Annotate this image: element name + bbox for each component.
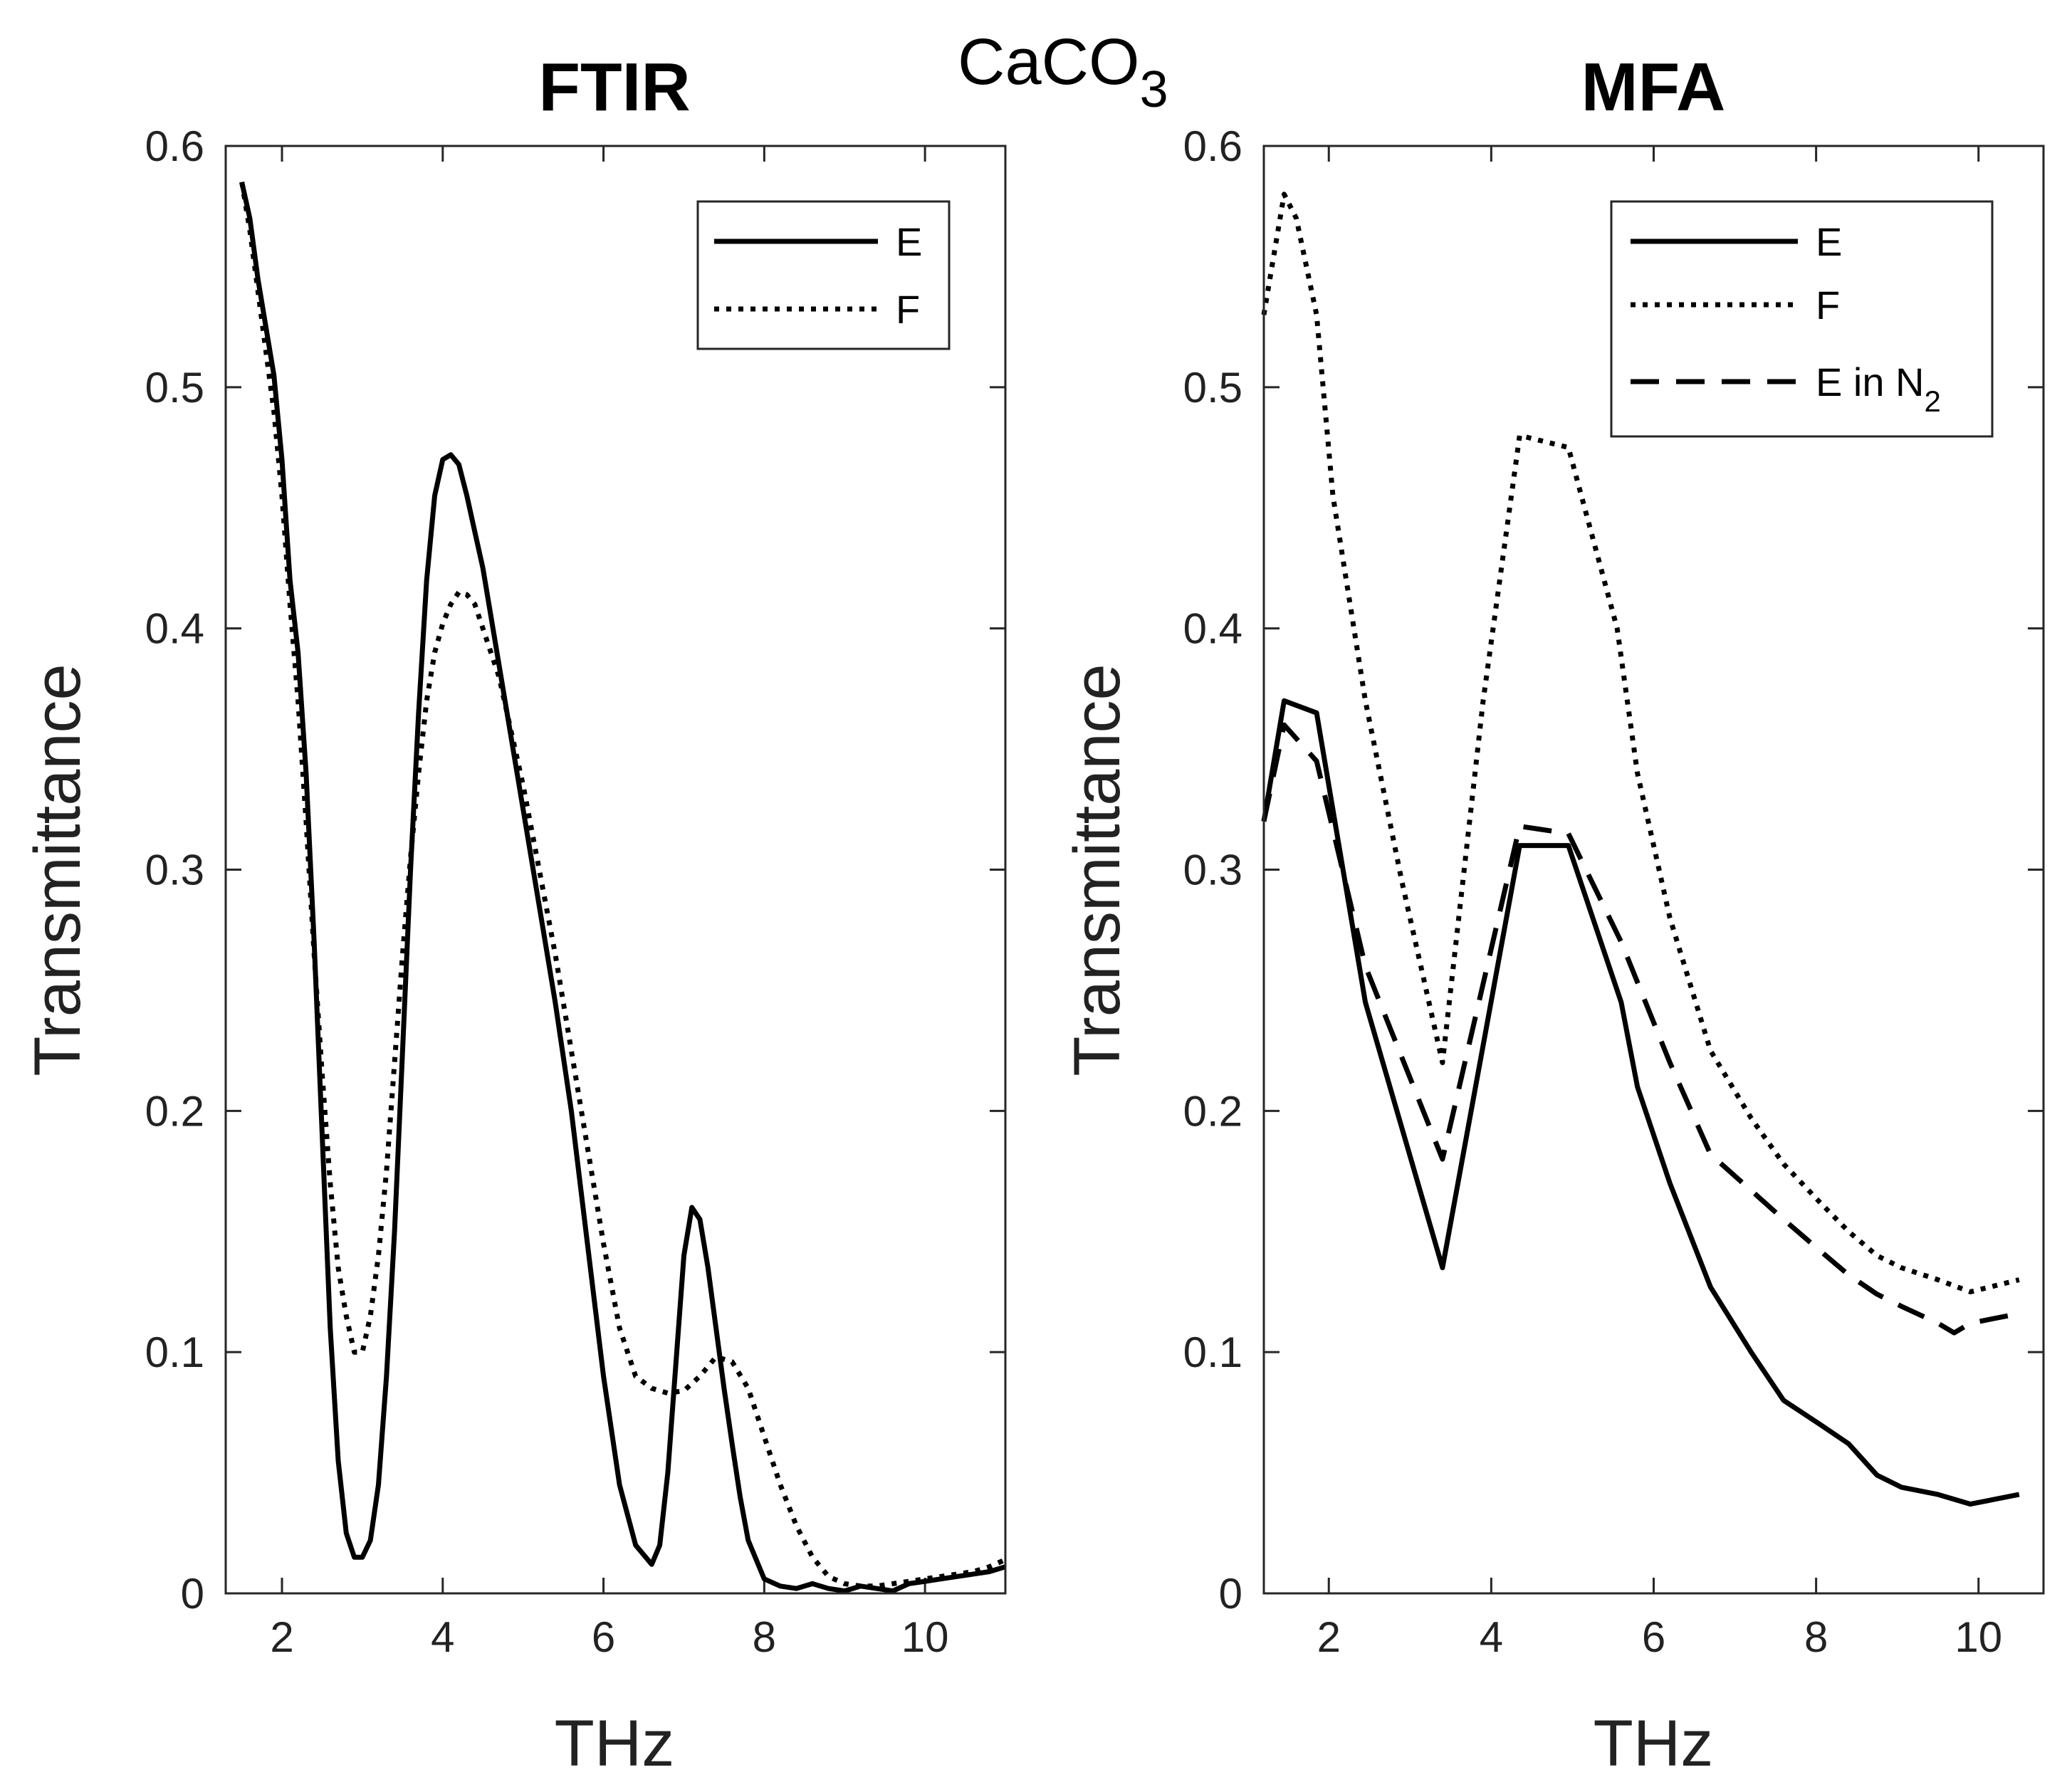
ftir-legend-label-e: E	[896, 219, 922, 264]
ftir-y-tick-label: 0.6	[145, 122, 204, 170]
ftir-panel-title: FTIR	[538, 49, 690, 125]
mfa-y-axis-label: Transmittance	[1061, 664, 1134, 1076]
mfa-y-tick-label: 0.3	[1183, 847, 1242, 894]
mfa-y-tick-label: 0	[1219, 1570, 1242, 1618]
mfa-x-tick-label: 10	[1955, 1613, 2002, 1661]
ftir-axes-frame	[224, 145, 1007, 1595]
ftir-x-tick-label: 8	[753, 1613, 776, 1661]
ftir-x-tick-label: 2	[270, 1613, 293, 1661]
mfa-axes-frame	[1262, 145, 2045, 1595]
ftir-y-tick-label: 0.5	[145, 364, 204, 412]
mfa-x-tick-label: 2	[1317, 1613, 1341, 1661]
ftir-series-lines	[239, 182, 1007, 1594]
mfa-legend: E F E in N2	[1610, 200, 1994, 438]
mfa-panel-title: MFA	[1581, 49, 1726, 125]
figure-title-subscript: 3	[1140, 61, 1168, 118]
ftir-series-e	[239, 182, 1007, 1594]
mfa-y-tick-label: 0.5	[1183, 364, 1242, 412]
mfa-legend-label-e-in-n2-subscript: 2	[1925, 384, 1941, 418]
ftir-legend-box	[696, 200, 951, 350]
ftir-panel: FTIR 2 4 6 8 10 0 0.1 0.2 0.3 0.4 0.5 0.6 THz Trans…	[21, 49, 1007, 1780]
figure-title-base: CaCO	[958, 26, 1140, 98]
ftir-y-tick-label: 0.1	[145, 1329, 204, 1376]
mfa-x-axis-label: THz	[1594, 1707, 1714, 1780]
mfa-axes-ticks: 2 4 6 8 10 0 0.1 0.2 0.3 0.4 0.5 0.6	[1183, 122, 2044, 1661]
mfa-x-tick-label: 8	[1804, 1613, 1828, 1661]
figure-title: CaCO3	[958, 26, 1168, 118]
mfa-y-tick-label: 0.4	[1183, 605, 1242, 653]
mfa-series-e	[1261, 698, 2020, 1507]
ftir-series-f	[239, 182, 1007, 1589]
ftir-x-axis-label: THz	[555, 1707, 675, 1780]
mfa-y-tick-label: 0.1	[1183, 1329, 1242, 1376]
ftir-y-tick-label: 0.4	[145, 605, 204, 653]
mfa-y-tick-label: 0.6	[1183, 122, 1242, 170]
mfa-y-tick-label: 0.2	[1183, 1087, 1242, 1135]
mfa-series-f	[1261, 192, 2020, 1294]
ftir-y-tick-label: 0.2	[145, 1087, 204, 1135]
ftir-legend-label-f: F	[896, 287, 920, 332]
mfa-legend-label-e: E	[1816, 219, 1842, 264]
ftir-x-tick-label: 10	[901, 1613, 949, 1661]
mfa-series-lines	[1261, 192, 2020, 1507]
ftir-x-tick-label: 4	[431, 1613, 454, 1661]
ftir-y-tick-label: 0.3	[145, 847, 204, 894]
mfa-legend-label-f: F	[1816, 283, 1840, 328]
mfa-x-tick-label: 4	[1480, 1613, 1503, 1661]
mfa-legend-label-e-in-n2: E in N2	[1816, 360, 1941, 418]
ftir-y-axis-label: Transmittance	[21, 664, 94, 1076]
ftir-y-tick-label: 0	[181, 1570, 204, 1618]
mfa-series-e-in-n2	[1261, 722, 2020, 1336]
mfa-panel: MFA 2 4 6 8 10 0 0.1 0.2 0.3 0.4 0.5 0.6 THz Transm…	[1061, 49, 2045, 1780]
ftir-x-tick-label: 6	[592, 1613, 615, 1661]
ftir-legend: E F	[696, 200, 951, 350]
mfa-legend-label-e-in-n2-base: E in N	[1816, 360, 1925, 404]
ftir-axes-ticks: 2 4 6 8 10 0 0.1 0.2 0.3 0.4 0.5 0.6	[145, 122, 1005, 1661]
mfa-x-tick-label: 6	[1642, 1613, 1665, 1661]
